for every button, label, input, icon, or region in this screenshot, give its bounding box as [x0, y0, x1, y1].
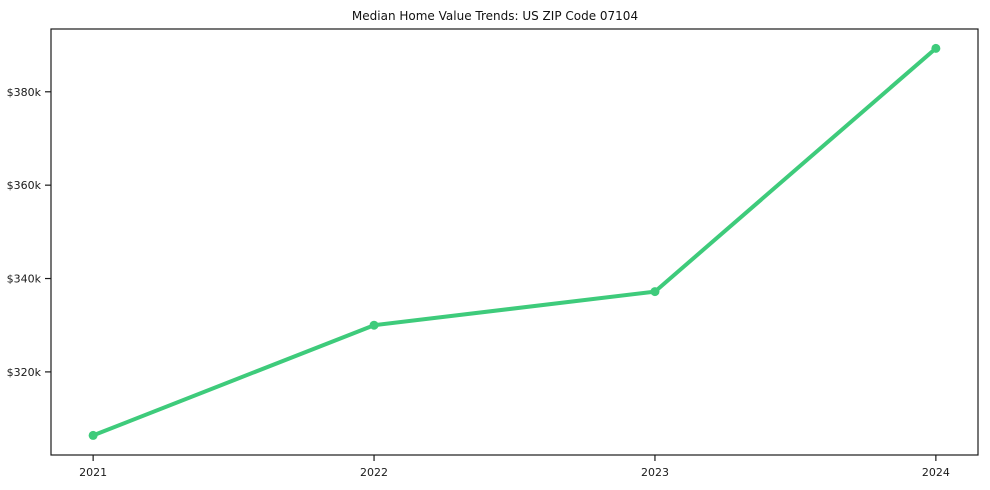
x-tick-label: 2023 — [641, 466, 669, 479]
data-point — [369, 320, 379, 330]
x-tick-label: 2024 — [922, 466, 950, 479]
data-point — [88, 430, 98, 440]
y-tick-label: $320k — [7, 366, 42, 379]
y-tick-label: $360k — [7, 179, 42, 192]
x-tick-label: 2022 — [360, 466, 388, 479]
x-tick-label: 2021 — [79, 466, 107, 479]
chart-title: Median Home Value Trends: US ZIP Code 07… — [351, 9, 639, 23]
data-point — [931, 43, 941, 53]
trend-line — [91, 46, 938, 438]
y-tick-label: $380k — [7, 86, 42, 99]
y-tick-label: $340k — [7, 273, 42, 286]
data-point — [650, 287, 660, 297]
plot-border — [50, 28, 979, 456]
